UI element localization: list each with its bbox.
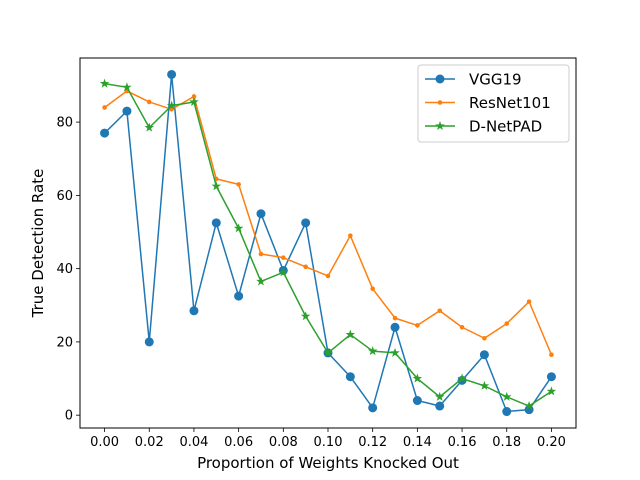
legend: VGG19 ResNet101 D-NetPAD [417,64,570,143]
data-point-resnet101 [392,315,398,321]
x-tick-label: 0.02 [135,435,164,450]
data-point-d-netpad [233,223,244,233]
data-point-vgg19 [524,405,534,415]
y-tick-label: 0 [65,409,73,424]
data-point-vgg19 [345,372,355,382]
x-tick-label: 0.06 [224,435,253,450]
legend-entry-d-netpad: D-NetPAD [425,118,542,136]
data-point-d-netpad [99,78,110,88]
legend-label: ResNet101 [469,94,551,112]
data-point-resnet101 [281,255,286,260]
data-point-d-netpad [457,373,467,383]
data-point-d-netpad [189,96,199,107]
y-axis-label: True Detection Rate [29,169,47,319]
data-point-vgg19 [100,128,110,138]
data-point-vgg19 [189,306,199,316]
data-point-vgg19 [412,396,422,406]
legend-swatch-marker [435,121,445,131]
data-point-vgg19 [234,291,244,301]
data-point-vgg19 [167,69,177,79]
data-point-d-netpad [501,391,512,401]
plot-series-layer [99,69,557,417]
data-point-resnet101 [348,233,353,238]
data-point-resnet101 [191,94,197,99]
data-point-resnet101 [415,323,420,328]
data-point-resnet101 [102,105,107,110]
y-tick-label: 60 [56,189,73,204]
data-point-vgg19 [435,401,445,411]
data-point-vgg19 [479,350,489,360]
y-tick-label: 80 [56,116,73,131]
data-point-resnet101 [504,321,510,326]
data-point-vgg19 [211,218,221,228]
data-point-vgg19 [390,322,400,332]
data-point-d-netpad [300,311,311,321]
x-tick-label: 0.14 [403,435,432,450]
x-tick-label: 0.00 [90,435,119,450]
x-axis-label: Proportion of Weights Knocked Out [197,454,459,472]
legend-swatch-marker [435,74,445,84]
data-point-vgg19 [256,209,266,219]
data-point-resnet101 [236,182,241,187]
data-point-resnet101 [459,324,465,330]
data-point-vgg19 [546,372,556,382]
x-tick-label: 0.18 [492,435,521,450]
data-point-vgg19 [301,218,311,228]
data-point-resnet101 [258,251,264,257]
data-point-d-netpad [390,347,400,357]
data-point-d-netpad [323,347,333,357]
data-point-resnet101 [325,273,331,279]
series-d-netpad [99,78,557,411]
data-point-d-netpad [479,380,490,390]
data-point-resnet101 [303,264,308,270]
data-point-d-netpad [211,181,222,191]
x-tick-label: 0.20 [537,435,566,450]
legend-label: D-NetPAD [469,118,542,136]
y-tick-label: 20 [56,335,73,350]
x-tick-label: 0.04 [179,435,208,450]
data-point-resnet101 [549,352,554,358]
legend-entry-resnet101: ResNet101 [425,94,551,112]
data-point-d-netpad [122,82,132,92]
data-point-vgg19 [502,407,512,417]
x-tick-label: 0.12 [358,435,387,450]
data-point-resnet101 [370,286,375,292]
data-point-d-netpad [278,267,289,277]
y-tick-label: 40 [56,262,73,277]
data-point-resnet101 [482,335,487,341]
data-point-vgg19 [144,337,154,347]
x-axis: 0.00 0.02 0.04 0.06 0.08 0.10 0.12 0.14 0.16 0.18… [90,428,566,450]
data-point-d-netpad [546,386,557,396]
data-point-d-netpad [434,391,445,401]
data-point-d-netpad [412,373,423,383]
x-tick-label: 0.16 [448,435,477,450]
data-point-vgg19 [368,403,378,413]
data-point-d-netpad [144,122,155,132]
legend-entry-vgg19: VGG19 [425,71,522,89]
legend-frame [417,64,570,143]
y-axis: 0 20 40 60 80 [56,116,80,424]
x-tick-label: 0.08 [269,435,298,450]
data-point-d-netpad [166,100,177,110]
data-point-d-netpad [524,401,534,411]
data-point-resnet101 [526,299,532,304]
data-point-d-netpad [345,329,356,339]
data-point-resnet101 [146,99,152,105]
data-point-d-netpad [367,346,378,356]
legend-label: VGG19 [469,71,522,89]
x-tick-label: 0.10 [314,435,343,450]
data-point-vgg19 [122,106,132,116]
legend-swatch-marker [437,100,443,105]
data-point-d-netpad [256,276,266,286]
data-point-resnet101 [437,308,443,314]
